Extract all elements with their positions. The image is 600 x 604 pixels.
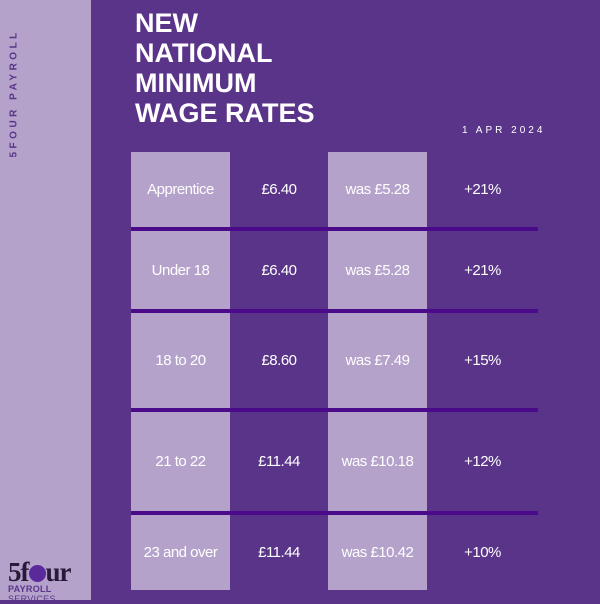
cell-change: +10% xyxy=(464,544,501,561)
row-divider xyxy=(131,309,538,313)
cell-rate: £11.44 xyxy=(258,453,300,470)
table-row: 21 to 22 £11.44 was £10.18 +12% xyxy=(131,412,538,511)
cell-was: was £10.42 xyxy=(328,515,427,590)
cell-group: 18 to 20 xyxy=(131,313,230,408)
cell-rate: £8.60 xyxy=(261,352,297,369)
cell-was: was £7.49 xyxy=(328,313,427,408)
cell-was: was £5.28 xyxy=(328,231,427,309)
table-row: 18 to 20 £8.60 was £7.49 +15% xyxy=(131,313,538,408)
cell-group: Apprentice xyxy=(131,152,230,227)
logo: 5f ur PAYROLL SERVICES xyxy=(8,557,91,604)
cell-change: +15% xyxy=(464,352,501,369)
row-divider xyxy=(131,227,538,231)
cell-change: +21% xyxy=(464,181,501,198)
table-row: 23 and over £11.44 was £10.42 +10% xyxy=(131,515,538,590)
cell-change: +21% xyxy=(464,261,501,279)
side-label: 5FOUR PAYROLL xyxy=(8,29,20,158)
table-row: Under 18 £6.40 was £5.28 +21% xyxy=(131,231,538,309)
row-divider xyxy=(131,511,538,515)
cell-change: +12% xyxy=(464,453,501,470)
effective-date: 1 APR 2024 xyxy=(462,125,546,136)
logo-wordmark: 5f ur xyxy=(8,557,72,587)
row-divider xyxy=(131,408,538,412)
cell-group: 21 to 22 xyxy=(131,412,230,511)
logo-subtitle: PAYROLL SERVICES xyxy=(8,584,56,604)
page-title: NEW NATIONAL MINIMUM WAGE RATES xyxy=(135,8,315,128)
cell-was: was £10.18 xyxy=(328,412,427,511)
cell-group: 23 and over xyxy=(131,515,230,590)
table-row: Apprentice £6.40 was £5.28 +21% xyxy=(131,152,538,227)
cell-group: Under 18 xyxy=(131,231,230,309)
cell-rate: £11.44 xyxy=(258,544,300,561)
side-panel: 5FOUR PAYROLL 5f ur PAYROLL SERVICES xyxy=(0,0,91,604)
cell-rate: £6.40 xyxy=(261,261,297,279)
cell-rate: £6.40 xyxy=(261,181,297,198)
cell-was: was £5.28 xyxy=(328,152,427,227)
